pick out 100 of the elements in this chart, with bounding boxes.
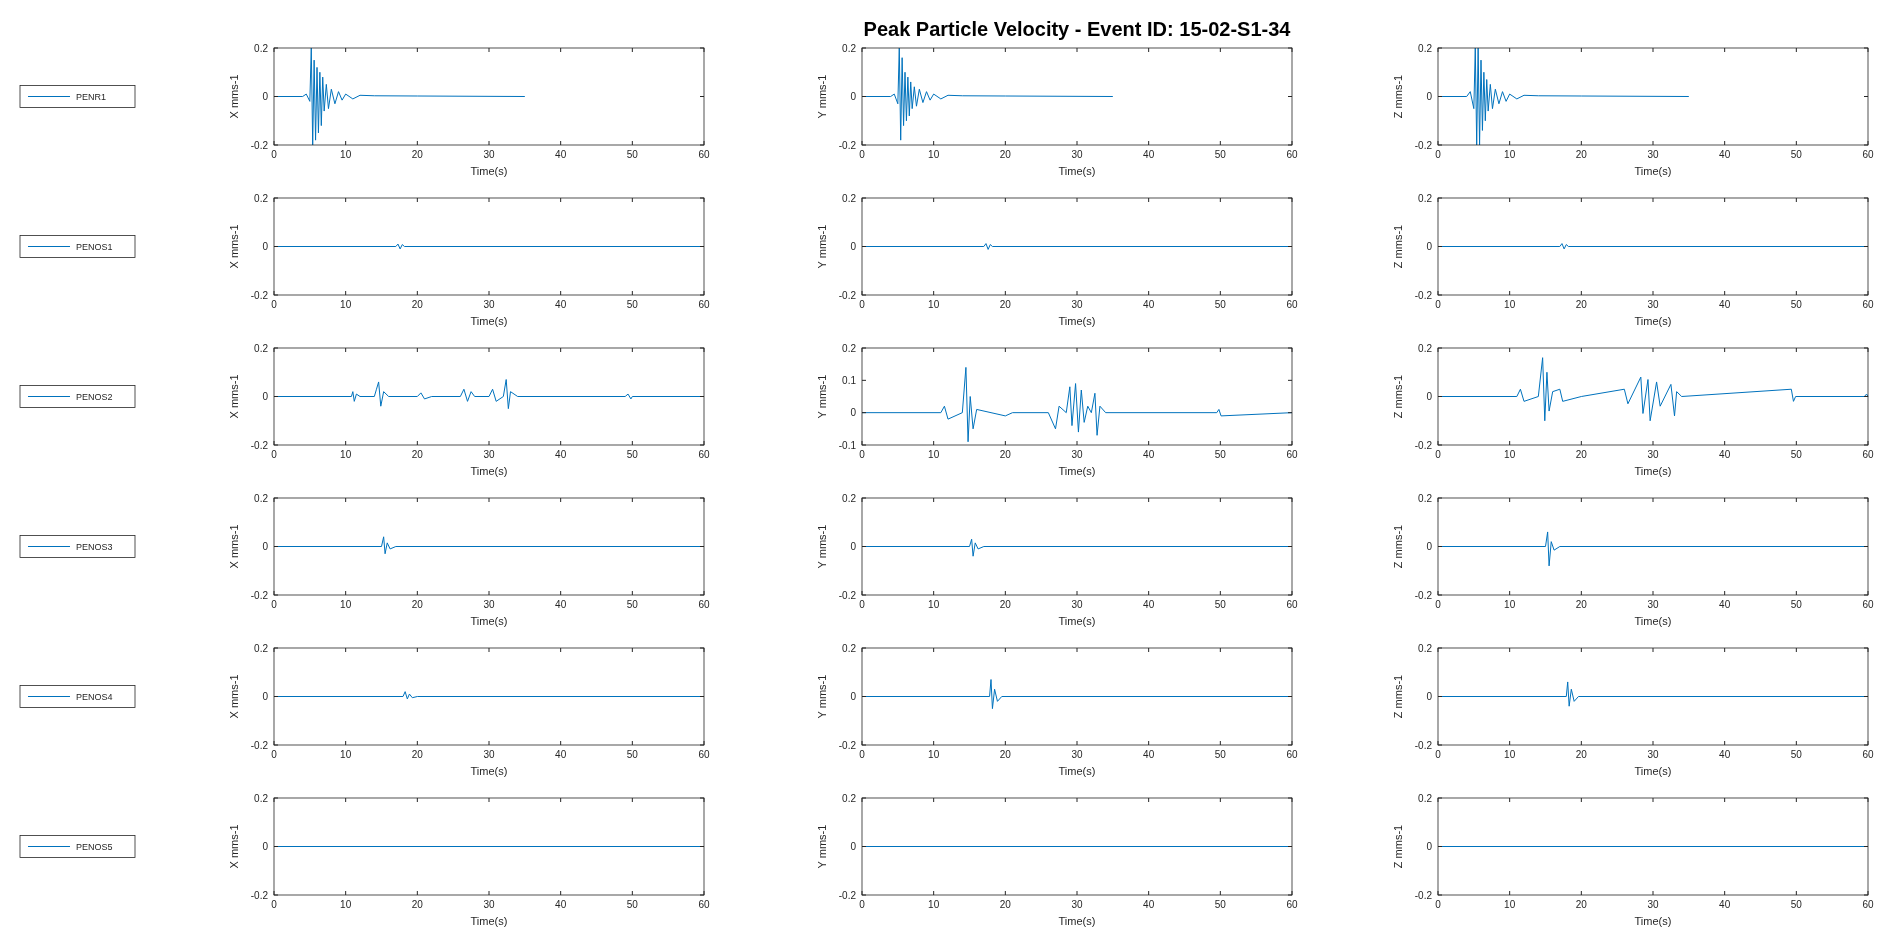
y-tick-label: 0.1 [842,374,857,386]
y-tick-label: -0.1 [838,439,857,451]
x-tick-label: 20 [1575,149,1588,160]
y-tick-label: 0 [1426,691,1433,702]
x-axis-title: Time(s) [1058,765,1096,777]
x-tick-label: 50 [1214,299,1227,310]
chart-title: Peak Particle Velocity - Event ID: 15-02-S1-34 [863,18,1292,40]
x-tick-label: 50 [1790,599,1803,610]
x-tick-label: 50 [1790,749,1803,760]
x-tick-label: 30 [1071,149,1083,160]
x-tick-label: 0 [859,449,866,460]
x-axis-title: Time(s) [1058,915,1096,927]
y-axis-title: Y mms-1 [816,74,828,119]
x-tick-label: 20 [411,299,424,310]
x-tick-label: 30 [1647,599,1659,610]
x-tick-label: 10 [928,449,940,460]
y-tick-label: -0.2 [250,439,269,451]
y-tick-label: -0.2 [1414,739,1433,751]
x-tick-label: 50 [626,149,639,160]
x-axis-title: Time(s) [470,915,508,927]
y-tick-label: 0.2 [254,792,269,804]
y-tick-label: 0 [1426,91,1433,102]
x-tick-label: 0 [271,899,278,910]
y-tick-label: 0.2 [842,342,857,354]
x-tick-label: 20 [411,749,424,760]
x-tick-label: 40 [1143,299,1155,310]
x-tick-label: 50 [1214,599,1227,610]
x-tick-label: 30 [483,599,495,610]
y-axis-title: Z mms-1 [1392,224,1404,269]
x-tick-label: 60 [1286,449,1298,460]
y-axis-title: X mms-1 [228,74,240,119]
x-axis-title: Time(s) [1058,465,1096,477]
x-tick-label: 50 [1214,149,1227,160]
y-axis-title: Z mms-1 [1392,74,1404,119]
x-tick-label: 20 [999,899,1012,910]
y-tick-label: 0 [262,91,269,102]
y-tick-label: 0 [262,241,269,252]
y-tick-label: 0 [1426,391,1433,402]
x-tick-label: 10 [1504,749,1516,760]
y-tick-label: 0 [850,407,857,419]
y-axis-title: X mms-1 [228,224,240,269]
x-tick-label: 40 [1719,449,1731,460]
x-tick-label: 60 [1286,299,1298,310]
y-tick-label: 0.2 [254,42,269,54]
x-tick-label: 20 [999,149,1012,160]
legend-label: PENOS4 [76,691,113,702]
y-tick-label: 0 [850,241,857,252]
x-tick-label: 40 [1719,599,1731,610]
x-tick-label: 40 [1143,599,1155,610]
x-tick-label: 40 [1719,749,1731,760]
x-tick-label: 50 [1790,299,1803,310]
x-axis-title: Time(s) [470,465,508,477]
x-axis-title: Time(s) [1634,165,1672,177]
y-tick-label: -0.2 [1414,139,1433,151]
legend-label: PENOS1 [76,241,113,252]
x-tick-label: 30 [483,899,495,910]
x-tick-label: 60 [1862,149,1874,160]
x-tick-label: 40 [555,899,567,910]
x-tick-label: 0 [1435,149,1442,160]
x-tick-label: 40 [1143,449,1155,460]
x-tick-label: 0 [271,299,278,310]
x-tick-label: 40 [1143,149,1155,160]
x-axis-title: Time(s) [1634,615,1672,627]
x-tick-label: 40 [1719,149,1731,160]
x-tick-label: 50 [626,449,639,460]
x-tick-label: 50 [626,899,639,910]
y-tick-label: 0.2 [254,342,269,354]
x-tick-label: 20 [999,749,1012,760]
y-tick-label: 0.2 [254,192,269,204]
x-axis-title: Time(s) [470,765,508,777]
y-tick-label: -0.2 [838,589,857,601]
y-axis-title: X mms-1 [228,374,240,419]
x-tick-label: 40 [1143,899,1155,910]
x-tick-label: 0 [271,449,278,460]
y-tick-label: -0.2 [838,739,857,751]
y-tick-label: -0.2 [838,889,857,901]
x-axis-title: Time(s) [470,315,508,327]
y-tick-label: 0.2 [1418,42,1433,54]
x-tick-label: 30 [1071,599,1083,610]
x-tick-label: 20 [411,599,424,610]
x-tick-label: 20 [999,299,1012,310]
x-tick-label: 30 [1071,899,1083,910]
x-tick-label: 50 [1790,449,1803,460]
y-axis-title: Y mms-1 [816,674,828,719]
x-tick-label: 30 [1071,749,1083,760]
y-axis-title: Y mms-1 [816,224,828,269]
x-tick-label: 40 [555,749,567,760]
x-tick-label: 10 [1504,149,1516,160]
x-tick-label: 0 [859,749,866,760]
x-tick-label: 60 [698,149,710,160]
x-tick-label: 50 [1214,749,1227,760]
x-tick-label: 50 [1790,899,1803,910]
y-tick-label: 0 [262,841,269,852]
y-tick-label: 0.2 [842,492,857,504]
y-tick-label: 0.2 [1418,492,1433,504]
y-tick-label: 0 [1426,241,1433,252]
x-tick-label: 0 [271,599,278,610]
y-tick-label: -0.2 [1414,439,1433,451]
x-tick-label: 0 [1435,599,1442,610]
x-tick-label: 0 [859,899,866,910]
